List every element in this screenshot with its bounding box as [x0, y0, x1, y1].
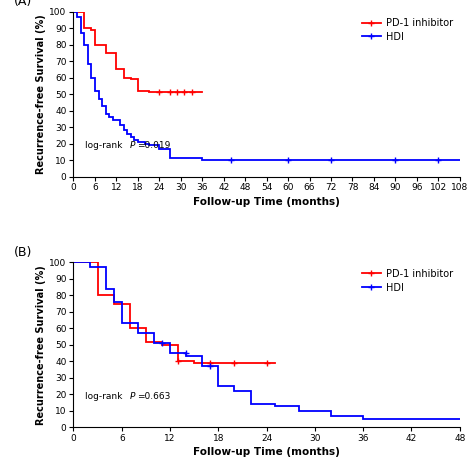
- Text: =0.019: =0.019: [137, 141, 171, 150]
- Text: (A): (A): [14, 0, 32, 8]
- X-axis label: Follow-up Time (months): Follow-up Time (months): [193, 197, 340, 207]
- Y-axis label: Recurrence-free Survival (%): Recurrence-free Survival (%): [36, 14, 46, 174]
- Text: log-rank: log-rank: [85, 392, 125, 401]
- Text: P: P: [129, 392, 135, 401]
- Y-axis label: Recurrence-free Survival (%): Recurrence-free Survival (%): [36, 265, 46, 425]
- Text: =0.663: =0.663: [137, 392, 171, 401]
- Legend: PD-1 inhibitor, HDI: PD-1 inhibitor, HDI: [358, 14, 457, 46]
- Text: P: P: [129, 141, 135, 150]
- Text: (B): (B): [14, 246, 32, 259]
- X-axis label: Follow-up Time (months): Follow-up Time (months): [193, 448, 340, 457]
- Text: log-rank: log-rank: [85, 141, 125, 150]
- Legend: PD-1 inhibitor, HDI: PD-1 inhibitor, HDI: [358, 265, 457, 297]
